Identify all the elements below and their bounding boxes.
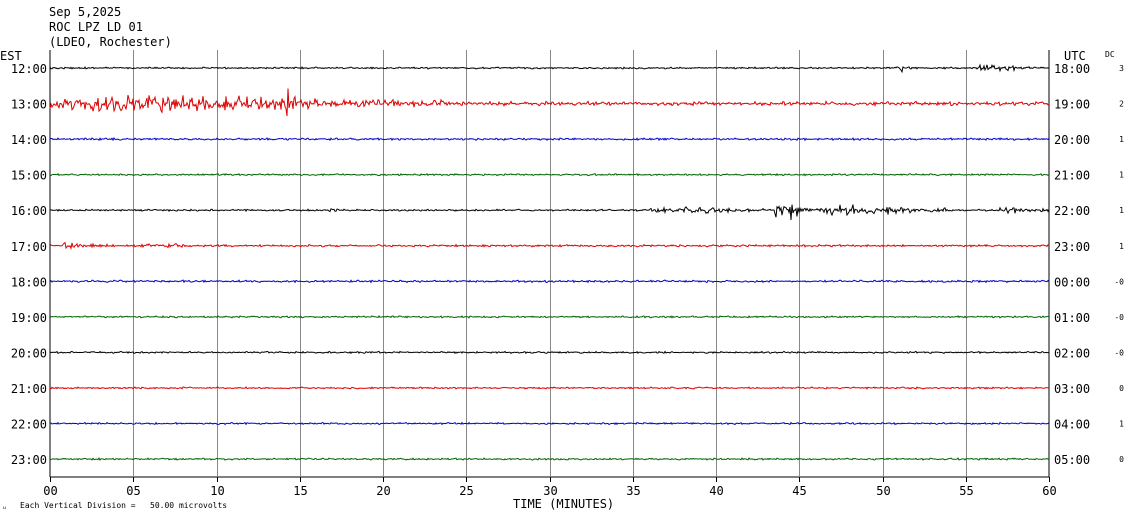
x-tick-label-05: 05 (126, 484, 140, 498)
x-tick-label-60: 60 (1042, 484, 1056, 498)
x-axis-title: TIME (MINUTES) (513, 497, 615, 511)
trace-13:00 (49, 88, 1050, 117)
station-network: (LDEO, Rochester) (49, 35, 172, 49)
trace-15:00 (49, 173, 1050, 177)
dc-offset-20:00: -0 (1114, 348, 1124, 357)
utc-label-23:00: 23:00 (1054, 240, 1090, 254)
corner-mark: ᵤ (2, 502, 7, 511)
x-tick-label-45: 45 (792, 484, 806, 498)
x-tick-label-35: 35 (626, 484, 640, 498)
est-label-17:00: 17:00 (11, 240, 47, 254)
x-tick-label-15: 15 (293, 484, 307, 498)
right-timezone-label: UTC (1064, 49, 1086, 63)
trace-19:00 (49, 315, 1050, 319)
trace-14:00 (49, 137, 1050, 142)
utc-label-21:00: 21:00 (1054, 169, 1090, 183)
trace-22:00 (49, 421, 1050, 426)
x-tick-label-40: 40 (709, 484, 723, 498)
dc-offset-18:00: -0 (1114, 277, 1124, 286)
dc-offset-13:00: 2 (1119, 100, 1124, 109)
x-tick-label-00: 00 (43, 484, 57, 498)
est-label-21:00: 21:00 (11, 382, 47, 396)
x-tick-label-30: 30 (543, 484, 557, 498)
x-tick-label-50: 50 (876, 484, 890, 498)
x-tick-label-55: 55 (959, 484, 973, 498)
utc-label-01:00: 01:00 (1054, 311, 1090, 325)
chart-date: Sep 5,2025 (49, 5, 122, 19)
utc-label-03:00: 03:00 (1054, 382, 1090, 396)
x-axis: 00 05 10 15 20 25 30 35 40 45 50 55 60 (43, 477, 1057, 498)
utc-label-02:00: 02:00 (1054, 346, 1090, 360)
est-label-22:00: 22:00 (11, 418, 47, 432)
est-label-20:00: 20:00 (11, 346, 47, 360)
seismic-traces (49, 63, 1050, 461)
utc-label-04:00: 04:00 (1054, 418, 1090, 432)
left-timezone-label: EST (0, 49, 22, 63)
trace-16:00 (49, 204, 1050, 221)
utc-label-00:00: 00:00 (1054, 275, 1090, 289)
est-label-16:00: 16:00 (11, 204, 47, 218)
utc-label-05:00: 05:00 (1054, 453, 1090, 467)
x-tick-label-25: 25 (459, 484, 473, 498)
x-tick-label-20: 20 (376, 484, 390, 498)
trace-12:00 (49, 63, 1050, 74)
dc-offset-17:00: 1 (1119, 242, 1124, 251)
vertical-scale-note: Each Vertical Division = 50.00 microvolt… (20, 501, 228, 510)
dc-offset-21:00: 0 (1119, 384, 1124, 393)
x-tick-label-10: 10 (210, 484, 224, 498)
dc-offset-23:00: 0 (1119, 455, 1124, 464)
dc-offset-22:00: 1 (1119, 420, 1124, 429)
utc-label-20:00: 20:00 (1054, 133, 1090, 147)
trace-18:00 (49, 279, 1050, 284)
dc-offset-14:00: 1 (1119, 135, 1124, 144)
station-code: ROC LPZ LD 01 (49, 20, 143, 34)
est-label-23:00: 23:00 (11, 453, 47, 467)
est-label-13:00: 13:00 (11, 98, 47, 112)
dc-offset-header: DC (1105, 50, 1115, 59)
utc-label-19:00: 19:00 (1054, 98, 1090, 112)
est-label-12:00: 12:00 (11, 62, 47, 76)
dc-offset-15:00: 1 (1119, 171, 1124, 180)
trace-20:00 (49, 350, 1050, 355)
est-label-15:00: 15:00 (11, 169, 47, 183)
trace-23:00 (49, 457, 1050, 461)
est-label-14:00: 14:00 (11, 133, 47, 147)
utc-label-18:00: 18:00 (1054, 62, 1090, 76)
trace-21:00 (49, 386, 1050, 390)
dc-offset-12:00: 3 (1119, 64, 1124, 73)
est-label-18:00: 18:00 (11, 275, 47, 289)
dc-offset-16:00: 1 (1119, 206, 1124, 215)
trace-17:00 (49, 241, 1050, 251)
row-labels: 12:00 18:00 3 13:00 19:00 2 14:00 20:00 1 15:00 21… (11, 62, 1124, 467)
utc-label-22:00: 22:00 (1054, 204, 1090, 218)
dc-offset-19:00: -0 (1114, 313, 1124, 322)
plot-grid (49, 50, 1050, 478)
est-label-19:00: 19:00 (11, 311, 47, 325)
